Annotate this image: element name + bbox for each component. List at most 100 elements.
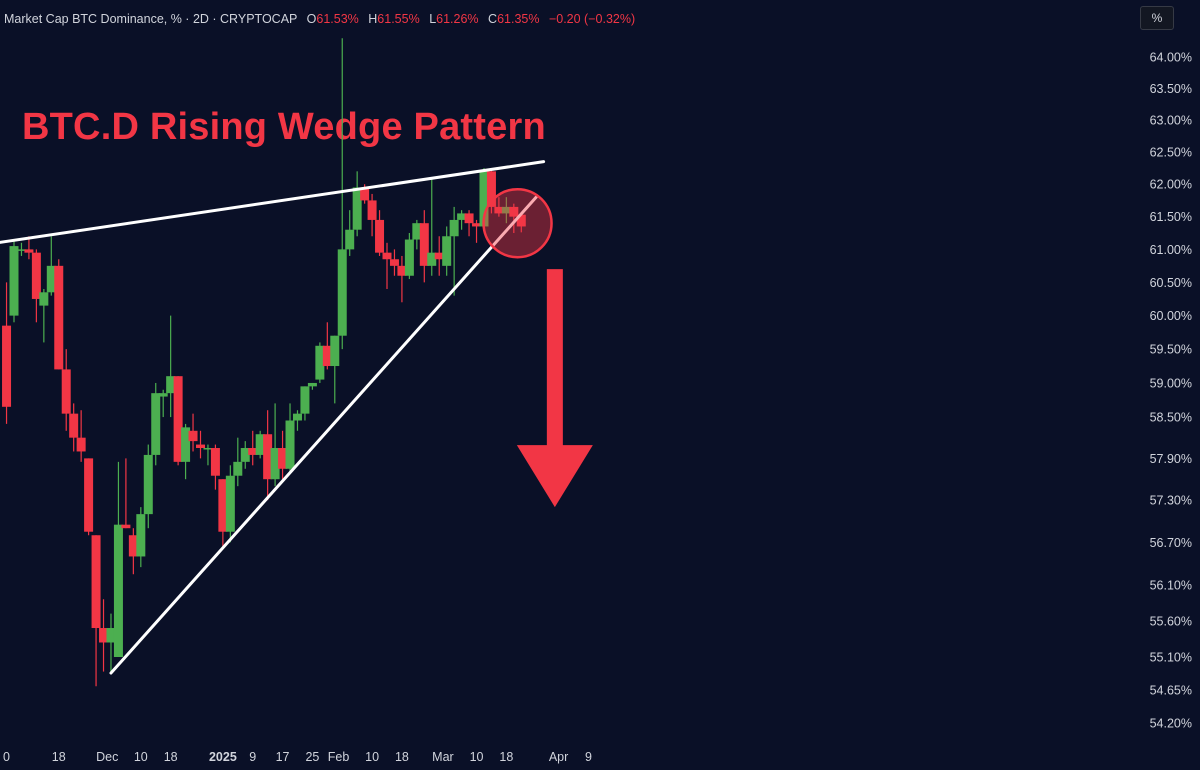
x-tick-label: Feb — [328, 750, 350, 764]
change-value: −0.20 (−0.32%) — [548, 12, 636, 26]
candle-body — [39, 292, 49, 306]
candle — [427, 177, 437, 276]
y-tick-label: 54.65% — [1150, 683, 1192, 697]
candle — [442, 226, 452, 276]
candle-body — [106, 628, 116, 643]
candle-body — [434, 252, 444, 260]
candle-body — [16, 249, 26, 251]
candle-body — [255, 434, 265, 455]
candle-body — [442, 236, 452, 266]
candle — [434, 236, 444, 276]
candle — [225, 465, 235, 543]
candle — [255, 430, 265, 459]
candle-body — [509, 206, 519, 217]
chart-header: Market Cap BTC Dominance, % · 2D · CRYPT… — [4, 12, 635, 26]
candle-body — [449, 219, 459, 237]
candle — [24, 236, 34, 260]
close-label: C — [488, 12, 498, 26]
candle — [128, 528, 138, 575]
candle — [464, 210, 474, 237]
candle — [337, 38, 347, 350]
candle — [84, 458, 94, 536]
percent-scale-button[interactable]: % — [1140, 6, 1174, 30]
candle — [210, 444, 220, 490]
high-value: 61.55% — [377, 12, 420, 26]
candle — [367, 193, 377, 237]
candle-body — [307, 382, 317, 387]
candle-body — [367, 200, 377, 220]
candle-body — [285, 420, 295, 469]
annotations-layer — [482, 187, 593, 508]
y-tick-label: 62.50% — [1150, 146, 1192, 160]
open-label: O — [306, 12, 317, 26]
candle — [113, 461, 123, 658]
candle-body — [389, 259, 399, 266]
candle-body — [472, 223, 482, 227]
x-tick-label: 18 — [499, 750, 513, 764]
candle-body — [31, 252, 41, 299]
candle-body — [360, 187, 370, 201]
candle-body — [151, 393, 161, 455]
x-tick-label: Dec — [96, 750, 118, 764]
x-tick-label: 25 — [305, 750, 319, 764]
price-axis[interactable]: 64.00% 63.50% 63.00% 62.50% 62.00% 61.50% 61.0… — [1150, 51, 1192, 731]
y-tick-label: 59.50% — [1150, 343, 1192, 357]
trendline-upper[interactable] — [0, 160, 546, 244]
highlight-circle — [482, 187, 553, 259]
open-value: 61.53% — [316, 12, 359, 26]
candle — [188, 413, 198, 452]
candle — [315, 342, 325, 383]
candle-body — [128, 535, 138, 557]
candle-body — [322, 345, 332, 367]
candle-body — [330, 335, 340, 367]
candle-body — [166, 376, 176, 394]
trendlines-layer — [0, 160, 546, 675]
x-tick-label: 2025 — [209, 750, 237, 764]
candle-body — [248, 448, 258, 455]
candle — [91, 535, 101, 687]
candle-body — [69, 413, 79, 438]
candle-body — [516, 214, 526, 227]
x-tick-label: Mar — [432, 750, 454, 764]
candle — [76, 410, 86, 462]
x-tick-label: 18 — [395, 750, 409, 764]
candle-body — [292, 413, 302, 421]
candle-body — [54, 265, 64, 370]
candle — [382, 242, 392, 289]
time-axis[interactable]: 0 18 Dec 10 18 2025 9 17 25 Feb 10 18 Mar 10 18 Apr 9 — [3, 750, 592, 764]
candle-body — [136, 514, 146, 557]
trendline-lower[interactable] — [109, 195, 538, 675]
candle — [330, 335, 340, 404]
candle-body — [479, 171, 489, 227]
candle — [158, 389, 168, 418]
x-tick-label: 10 — [365, 750, 379, 764]
candle-body — [203, 448, 213, 450]
y-tick-label: 56.70% — [1150, 536, 1192, 550]
candle-body — [464, 213, 474, 224]
y-tick-label: 60.50% — [1150, 276, 1192, 290]
candle — [240, 441, 250, 469]
candle-body — [337, 249, 347, 336]
candle — [404, 232, 414, 280]
candle — [292, 410, 302, 431]
candle — [486, 168, 496, 214]
candle-body — [397, 265, 407, 276]
y-tick-label: 62.00% — [1150, 178, 1192, 192]
candle-body — [375, 219, 385, 253]
candle — [46, 236, 56, 296]
candle — [106, 613, 116, 672]
candle-body — [352, 187, 362, 230]
y-tick-label: 57.30% — [1150, 494, 1192, 508]
candle — [181, 423, 191, 480]
candle — [233, 437, 243, 487]
candle — [516, 213, 526, 233]
candle — [278, 430, 288, 480]
candle — [218, 479, 228, 550]
candle-body — [457, 213, 467, 220]
candle — [300, 386, 310, 421]
candle — [509, 203, 519, 233]
low-label: L — [429, 12, 437, 26]
y-tick-label: 55.10% — [1150, 651, 1192, 665]
candle — [9, 239, 19, 323]
